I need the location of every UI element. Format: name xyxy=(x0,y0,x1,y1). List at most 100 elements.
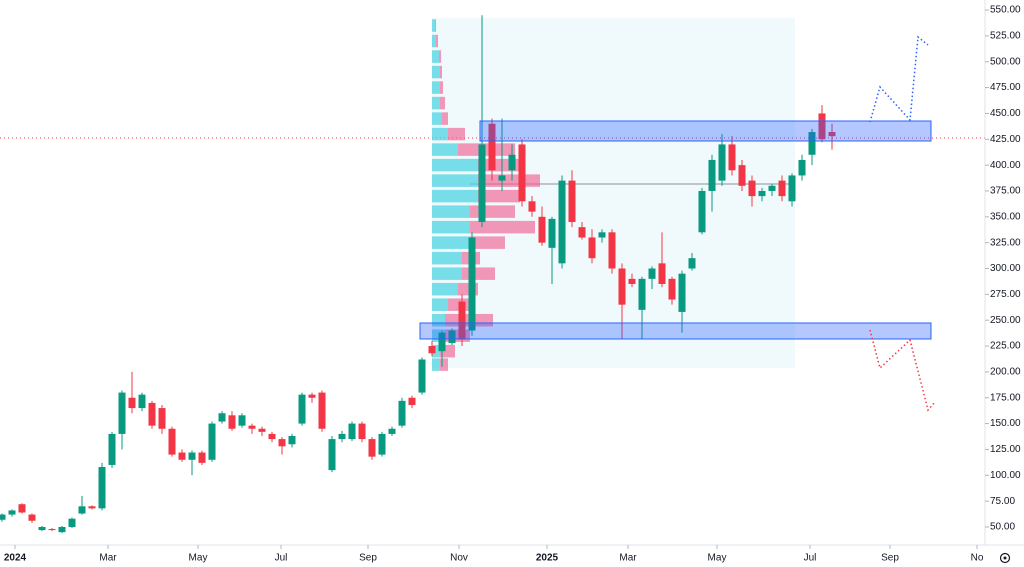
y-tick-label: 250.00 xyxy=(990,315,1021,326)
candle-body xyxy=(318,392,326,429)
profile-up xyxy=(432,236,470,249)
profile-up xyxy=(432,158,478,172)
profile-down xyxy=(442,112,448,125)
x-tick-label: Jul xyxy=(275,553,288,564)
profile-up xyxy=(432,344,440,358)
profile-down xyxy=(470,236,505,249)
resistance-zone xyxy=(479,120,932,142)
y-tick-label: 200.00 xyxy=(990,367,1021,378)
candle-body xyxy=(758,190,766,197)
y-tick-label: 475.00 xyxy=(990,82,1021,93)
candle-body xyxy=(48,529,56,531)
candle-body xyxy=(828,132,836,137)
candle-body xyxy=(488,123,496,171)
candle-body xyxy=(328,439,336,471)
profile-up xyxy=(432,50,439,63)
candle-body xyxy=(348,423,356,440)
candle-body xyxy=(98,467,106,509)
profile-up xyxy=(432,81,440,94)
candle-body xyxy=(718,144,726,181)
x-tick-label: Mar xyxy=(99,553,117,564)
candle-body xyxy=(778,180,786,197)
profile-up xyxy=(432,220,470,234)
y-tick-label: 325.00 xyxy=(990,237,1021,248)
profile-up xyxy=(432,143,458,156)
candle-body xyxy=(308,394,316,398)
x-tick-label: Nov xyxy=(450,553,468,564)
candle-body xyxy=(738,165,746,186)
candle-body xyxy=(298,394,306,424)
candle-body xyxy=(458,301,466,339)
candle-body xyxy=(688,258,696,269)
bear-projection xyxy=(869,329,936,412)
y-tick-label: 100.00 xyxy=(990,470,1021,481)
candle-body xyxy=(528,201,536,212)
candle-body xyxy=(698,190,706,233)
x-tick-label: Sep xyxy=(881,553,899,564)
settings-gear[interactable] xyxy=(999,552,1011,564)
candle-body xyxy=(428,346,436,354)
y-tick-label: 75.00 xyxy=(990,496,1015,507)
x-tick-label: May xyxy=(708,553,727,564)
candle-body xyxy=(748,180,756,197)
profile-down xyxy=(478,189,520,203)
candle-body xyxy=(198,452,206,463)
y-tick-label: 525.00 xyxy=(990,31,1021,42)
settings-icon[interactable] xyxy=(999,552,1011,564)
candle-body xyxy=(278,439,286,447)
candle-body xyxy=(68,518,76,527)
settings-gear-center[interactable] xyxy=(1003,556,1007,560)
candle-body xyxy=(478,144,486,222)
candle-body xyxy=(438,332,446,352)
profile-down xyxy=(440,65,442,79)
y-tick-label: 175.00 xyxy=(990,392,1021,403)
profile-down xyxy=(470,205,515,218)
candle-body xyxy=(668,278,676,300)
y-tick-label: 50.00 xyxy=(990,522,1015,533)
candle-body xyxy=(248,425,256,429)
y-tick-label: 550.00 xyxy=(990,5,1021,16)
candle-body xyxy=(108,433,116,465)
profile-up xyxy=(432,205,470,218)
candle-body xyxy=(538,216,546,243)
candle-body xyxy=(88,506,96,509)
x-tick-label: Sep xyxy=(359,553,377,564)
candle-body xyxy=(408,397,416,405)
x-tick-label: Mar xyxy=(619,553,637,564)
candle-body xyxy=(148,402,156,426)
x-tick-label: 2024 xyxy=(4,553,27,564)
y-tick-label: 425.00 xyxy=(990,134,1021,145)
candle-body xyxy=(728,144,736,171)
profile-up xyxy=(432,189,478,203)
candle-body xyxy=(568,180,576,222)
candle-body xyxy=(638,278,646,310)
x-tick-label: 2025 xyxy=(536,553,559,564)
profile-down xyxy=(462,267,495,280)
profile-down xyxy=(435,19,436,32)
candle-body xyxy=(258,428,266,432)
candle-body xyxy=(498,175,506,181)
y-tick-label: 275.00 xyxy=(990,289,1021,300)
candle-body xyxy=(658,263,666,285)
candle-body xyxy=(18,504,26,513)
candle-body xyxy=(168,428,176,455)
candle-body xyxy=(208,423,216,460)
profile-up xyxy=(432,19,435,32)
profile-down xyxy=(439,50,441,63)
y-tick-label: 300.00 xyxy=(990,263,1021,274)
profile-up xyxy=(432,65,440,79)
candle-body xyxy=(228,415,236,429)
candle-body xyxy=(768,185,776,191)
profile-down xyxy=(440,81,443,94)
candle-body xyxy=(418,359,426,393)
candle-body xyxy=(518,144,526,202)
profile-up xyxy=(432,282,458,296)
x-tick-label: May xyxy=(189,553,208,564)
candle-body xyxy=(188,452,196,460)
candle-body xyxy=(608,232,616,269)
candle-body xyxy=(358,423,366,440)
y-tick-label: 125.00 xyxy=(990,444,1021,455)
profile-up xyxy=(432,251,462,265)
support-zone xyxy=(419,322,932,340)
candle-body xyxy=(158,408,166,429)
